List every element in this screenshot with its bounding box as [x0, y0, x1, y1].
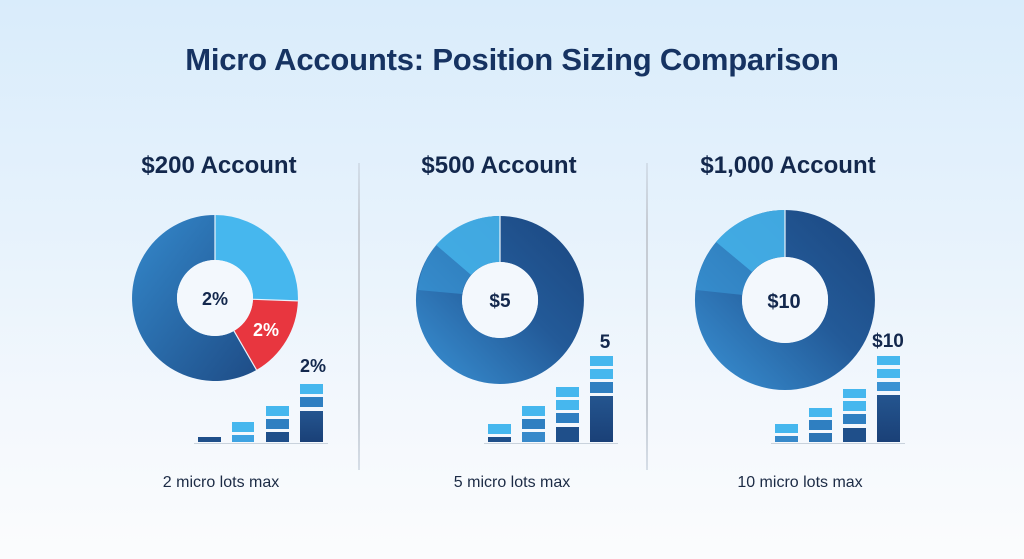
panel-heading-1000: $1,000 Account: [700, 152, 876, 179]
page-title: Micro Accounts: Position Sizing Comparis…: [185, 42, 839, 77]
donut-center-label-500: $5: [489, 291, 511, 312]
donut-segment-light: [215, 215, 298, 301]
caption-500: 5 micro lots max: [453, 474, 571, 491]
panel-divider: [358, 163, 360, 470]
panel-heading-200: $200 Account: [141, 152, 297, 179]
bar-top-label-500: 5: [600, 332, 611, 353]
donut-chart-1000: $10: [694, 209, 875, 391]
bar-top-label-200: 2%: [300, 356, 326, 376]
bar-chart-200: 2%: [194, 356, 328, 444]
donut-segment-risk: [234, 299, 298, 370]
donut-center-label-200: 2%: [202, 289, 228, 309]
caption-200: 2 micro lots max: [162, 474, 280, 491]
panel-heading-500: $500 Account: [421, 152, 577, 179]
donut-segment-remaining: [132, 215, 257, 381]
bar-top-label-1000: $10: [872, 331, 904, 352]
donut-chart-500: $5: [415, 215, 584, 384]
caption-1000: 10 micro lots max: [737, 474, 863, 491]
donut-chart-200: 2% 2%: [132, 215, 298, 381]
panel-divider: [646, 163, 648, 470]
bar-chart-500: 5: [484, 332, 618, 444]
donut-segment-label-200: 2%: [253, 320, 279, 340]
bar-chart-1000: $10: [771, 331, 905, 444]
donut-center-label-1000: $10: [767, 291, 800, 313]
